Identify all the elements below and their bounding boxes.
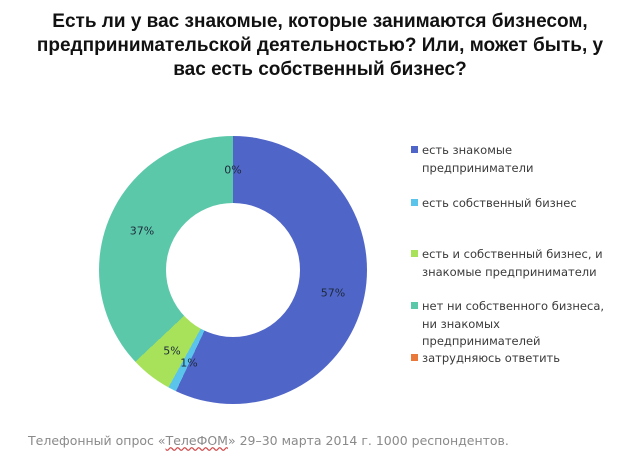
title-line-1: Есть ли у вас знакомые, которые занимают… — [52, 11, 588, 32]
legend-marker-known — [411, 146, 418, 153]
source-prefix: Телефонный опрос « — [28, 433, 166, 448]
legend-label: ни знакомых — [422, 316, 500, 331]
legend-marker-unsure — [411, 354, 418, 361]
label-own: 1% — [180, 356, 198, 370]
chart-title: Есть ли у вас знакомые, которые занимают… — [20, 10, 620, 82]
legend-label: предприниматели — [422, 160, 534, 175]
legend-label: есть и собственный бизнес, и — [422, 247, 603, 261]
legend-label: предпринимателей — [422, 334, 541, 348]
legend-marker-own — [411, 199, 418, 206]
label-both: 5% — [163, 344, 181, 358]
label-known: 57% — [320, 286, 346, 300]
legend-label: нет ни собственного бизнеса, — [422, 299, 605, 313]
title-line-3: вас есть собственный бизнес? — [173, 59, 467, 80]
legend-marker-both — [411, 250, 418, 257]
legend-label: знакомые предприниматели — [422, 264, 597, 279]
source-brand: ТелеФОМ — [165, 433, 228, 448]
legend-marker-neither — [411, 302, 418, 309]
title-line-2: предпринимательской деятельностью? Или, … — [36, 35, 604, 56]
label-unsure: 0% — [224, 163, 242, 177]
source-note: Телефонный опрос «ТелеФОМ» 29–30 марта 2… — [28, 433, 509, 448]
donut-hole — [166, 203, 300, 337]
legend-label: есть собственный бизнес — [422, 196, 577, 210]
legend-label: есть знакомые — [422, 143, 513, 157]
legend-label: затрудняюсь ответить — [422, 351, 561, 365]
source-suffix: » 29–30 марта 2014 г. 1000 респондентов. — [227, 433, 509, 448]
label-neither: 37% — [129, 224, 155, 238]
donut-chart — [99, 136, 367, 404]
